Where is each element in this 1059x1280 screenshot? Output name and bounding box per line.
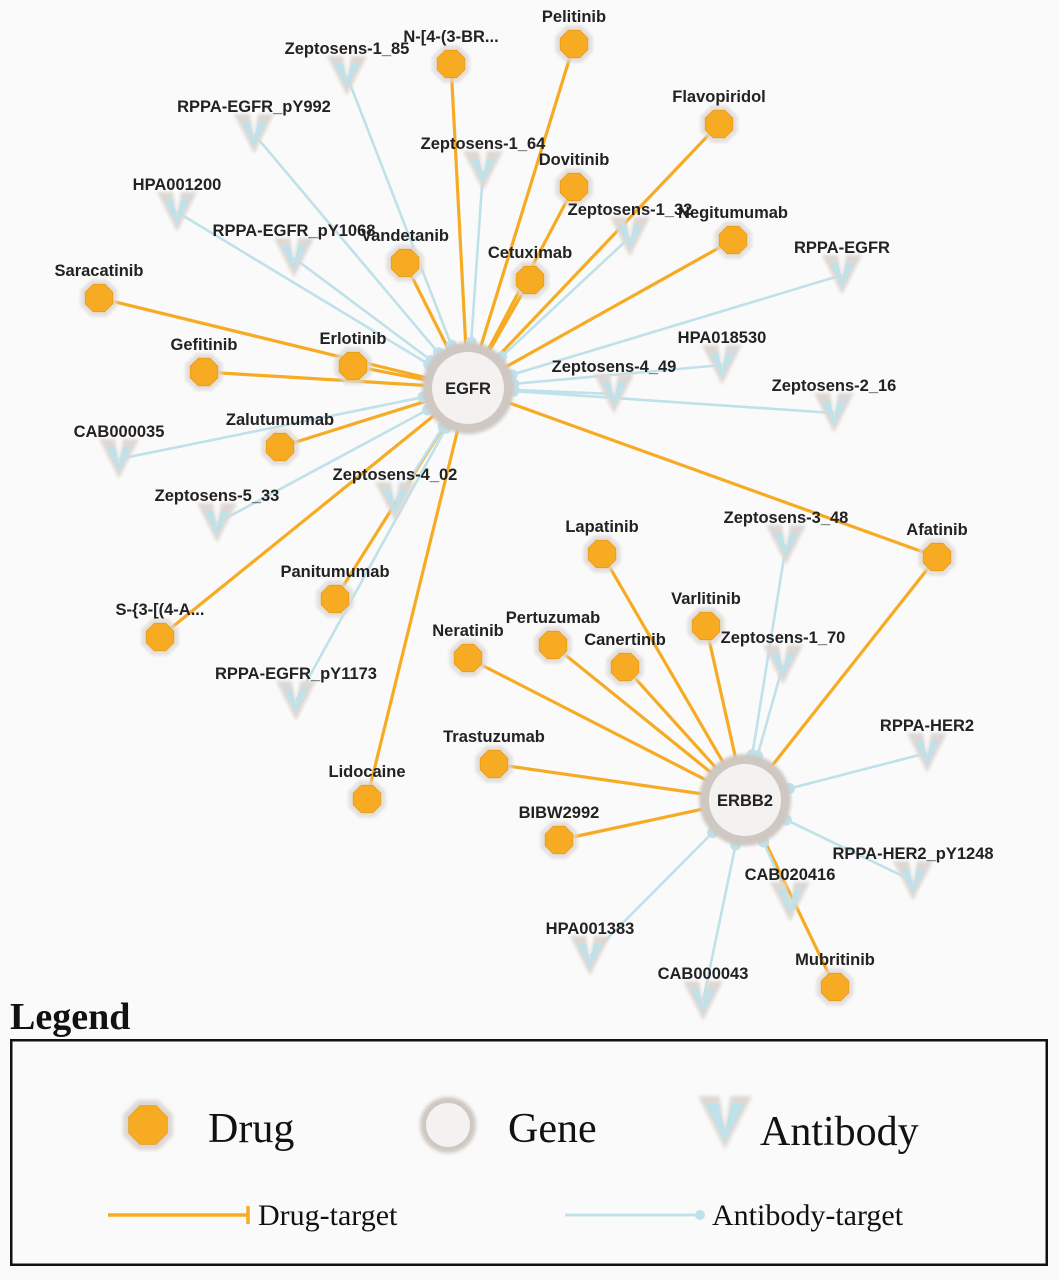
- svg-text:Zeptosens-1_64: Zeptosens-1_64: [421, 135, 547, 153]
- svg-text:Antibody-target: Antibody-target: [712, 1199, 904, 1232]
- svg-text:Drug-target: Drug-target: [258, 1199, 398, 1232]
- svg-text:Varlitinib: Varlitinib: [671, 590, 741, 608]
- svg-text:Dovitinib: Dovitinib: [539, 151, 610, 169]
- svg-text:ERBB2: ERBB2: [717, 792, 773, 810]
- svg-text:Zeptosens-5_33: Zeptosens-5_33: [155, 487, 280, 505]
- svg-text:Gene: Gene: [508, 1106, 597, 1152]
- svg-text:RPPA-EGFR: RPPA-EGFR: [794, 239, 890, 257]
- svg-text:N-[4-(3-BR...: N-[4-(3-BR...: [403, 28, 498, 46]
- svg-text:S-{3-[(4-A...: S-{3-[(4-A...: [116, 601, 205, 619]
- svg-text:Pertuzumab: Pertuzumab: [506, 609, 600, 627]
- svg-text:CAB000043: CAB000043: [658, 965, 749, 983]
- svg-text:Saracatinib: Saracatinib: [55, 262, 144, 280]
- svg-text:RPPA-HER2: RPPA-HER2: [880, 717, 974, 735]
- svg-text:Flavopiridol: Flavopiridol: [672, 88, 766, 106]
- svg-text:Afatinib: Afatinib: [906, 521, 967, 539]
- svg-text:RPPA-EGFR_pY992: RPPA-EGFR_pY992: [177, 98, 331, 116]
- svg-text:Zeptosens-4_02: Zeptosens-4_02: [333, 466, 458, 484]
- svg-text:Gefitinib: Gefitinib: [171, 336, 238, 354]
- svg-text:Zeptosens-4_49: Zeptosens-4_49: [552, 358, 677, 376]
- svg-text:CAB000035: CAB000035: [74, 423, 165, 441]
- svg-text:HPA001383: HPA001383: [546, 920, 635, 938]
- svg-text:Negitumumab: Negitumumab: [678, 204, 788, 222]
- svg-text:Zeptosens-1_32: Zeptosens-1_32: [568, 201, 693, 219]
- svg-text:EGFR: EGFR: [445, 380, 491, 398]
- svg-text:Cetuximab: Cetuximab: [488, 244, 572, 262]
- svg-text:CAB020416: CAB020416: [745, 866, 836, 884]
- svg-text:Erlotinib: Erlotinib: [320, 330, 387, 348]
- svg-text:Drug: Drug: [208, 1106, 294, 1152]
- svg-text:Mubritinib: Mubritinib: [795, 951, 875, 969]
- svg-text:Zeptosens-2_16: Zeptosens-2_16: [772, 377, 897, 395]
- svg-text:Zeptosens-1_85: Zeptosens-1_85: [285, 40, 410, 58]
- svg-text:Pelitinib: Pelitinib: [542, 8, 606, 26]
- svg-text:RPPA-EGFR_pY1068: RPPA-EGFR_pY1068: [213, 222, 376, 240]
- svg-text:Neratinib: Neratinib: [432, 622, 504, 640]
- svg-text:Zeptosens-3_48: Zeptosens-3_48: [724, 509, 849, 527]
- svg-text:Zeptosens-1_70: Zeptosens-1_70: [721, 629, 846, 647]
- svg-text:RPPA-EGFR_pY1173: RPPA-EGFR_pY1173: [215, 665, 377, 683]
- svg-text:BIBW2992: BIBW2992: [519, 804, 600, 822]
- svg-text:Antibody: Antibody: [760, 1109, 919, 1155]
- svg-text:HPA001200: HPA001200: [133, 176, 222, 194]
- svg-text:Lidocaine: Lidocaine: [328, 763, 405, 781]
- svg-text:Panitumumab: Panitumumab: [280, 563, 389, 581]
- svg-text:Trastuzumab: Trastuzumab: [443, 728, 545, 746]
- svg-text:Zalutumumab: Zalutumumab: [226, 411, 334, 429]
- svg-text:HPA018530: HPA018530: [678, 329, 767, 347]
- svg-text:Lapatinib: Lapatinib: [565, 518, 638, 536]
- svg-text:RPPA-HER2_pY1248: RPPA-HER2_pY1248: [832, 845, 993, 863]
- svg-text:Canertinib: Canertinib: [584, 631, 666, 649]
